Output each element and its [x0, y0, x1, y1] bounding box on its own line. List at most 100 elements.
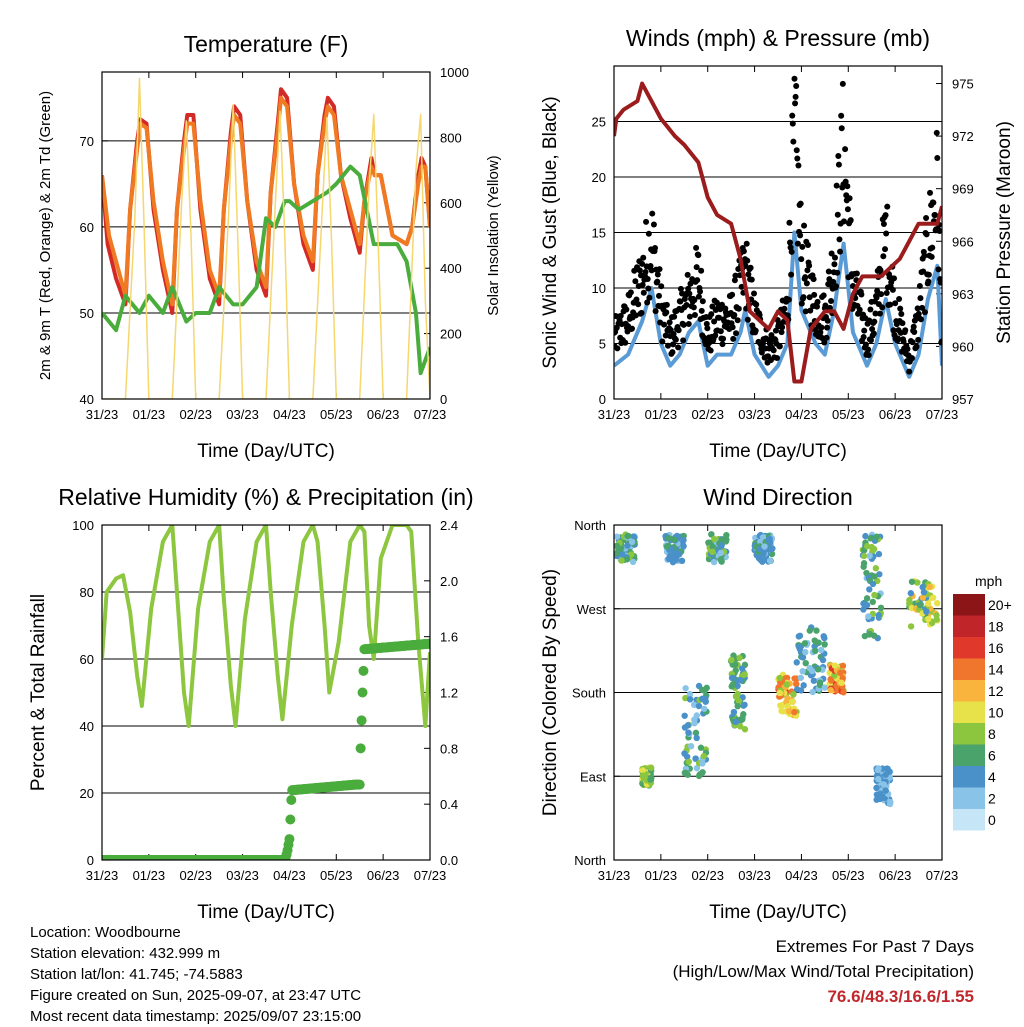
direction-point	[800, 682, 807, 689]
winds-series-gust-point	[879, 304, 886, 311]
winds-series-gust-point	[628, 325, 635, 332]
winds-series-gust-point	[747, 264, 754, 271]
winds-series-gust-point	[834, 269, 841, 276]
winds-series-gust-point	[865, 352, 872, 359]
direction-point	[866, 630, 873, 638]
winds-series-gust-point	[642, 269, 649, 276]
direction-point	[741, 726, 749, 733]
direction-point	[718, 542, 725, 549]
direction-point	[680, 536, 687, 544]
direction-point	[801, 640, 809, 647]
winds-series-gust-point	[891, 275, 898, 282]
winds-series-gust-point	[925, 271, 932, 278]
winds-series-gust-point	[733, 330, 740, 337]
winds-series-gust-point	[652, 245, 659, 252]
direction-point	[687, 743, 695, 750]
direction-point	[680, 542, 687, 550]
direction-point	[791, 675, 798, 682]
direction-point	[700, 752, 707, 760]
direction-point	[682, 685, 689, 692]
direction-point	[618, 557, 625, 564]
legend-swatch	[953, 809, 985, 831]
direction-ytick-label: South	[572, 686, 606, 701]
direction-point	[863, 543, 871, 550]
winds-series-gust-point	[719, 341, 726, 348]
direction-point	[647, 764, 655, 771]
winds-series-gust-point	[638, 309, 645, 316]
winds-series-gust-point	[694, 277, 701, 284]
winds-series-gust-point	[656, 266, 663, 273]
winds-series-gust-point	[871, 318, 878, 325]
winds-series-gust-point	[923, 231, 930, 238]
extremes-title: Extremes For Past 7 Days	[775, 937, 974, 956]
direction-point	[886, 800, 894, 808]
winds-series-gust-point	[867, 337, 874, 344]
direction-point	[866, 586, 873, 593]
winds-series-gust-point	[793, 147, 800, 154]
winds-series-gust-point	[798, 256, 805, 263]
humidity-series-total-rainfall-point	[425, 638, 430, 649]
winds-series-gust-point	[889, 286, 896, 293]
direction-point	[871, 573, 878, 580]
winds-series-gust-point	[919, 304, 926, 311]
winds-series-gust-point	[770, 347, 777, 354]
direction-point	[665, 555, 673, 563]
legend-label: 6	[988, 748, 996, 764]
winds-series-gust-point	[698, 267, 705, 274]
winds-series-gust-point	[703, 320, 710, 327]
humidity-ytick-right-label: 2.0	[440, 574, 458, 589]
winds-series-gust-point	[669, 349, 676, 356]
direction-point	[708, 531, 715, 538]
direction-xtick-label: 01/23	[645, 868, 678, 883]
humidity-title: Relative Humidity (%) & Precipitation (i…	[58, 484, 473, 510]
winds-series-gust-point	[685, 321, 692, 328]
winds-series-gust-point	[691, 311, 698, 318]
winds-series-gust-point	[828, 250, 835, 257]
direction-point	[827, 677, 835, 684]
humidity-ytick-right-label: 2.4	[440, 518, 458, 533]
winds-series-gust-point	[870, 330, 877, 337]
winds-series-gust-point	[644, 275, 651, 282]
direction-xtick-label: 02/23	[691, 868, 724, 883]
winds-series-gust-point	[820, 292, 827, 299]
direction-point	[756, 545, 763, 553]
winds-series-gust-point	[786, 239, 793, 246]
direction-point	[624, 532, 631, 540]
winds-series-gust-point	[716, 314, 723, 321]
winds-series-gust-point	[792, 100, 799, 107]
direction-point	[728, 674, 736, 682]
winds-series-gust-point	[835, 161, 842, 168]
temperature-ytick-right-label: 1000	[440, 65, 469, 80]
winds-series-gust-point	[686, 290, 693, 297]
winds-series-gust-point	[911, 329, 918, 336]
direction-point	[786, 708, 793, 715]
direction-title: Wind Direction	[703, 484, 853, 510]
winds-series-station-pressure-line	[614, 81, 942, 384]
direction-xlabel: Time (Day/UTC)	[709, 902, 847, 923]
winds-series-gust-point	[876, 310, 883, 317]
direction-point	[623, 556, 631, 563]
winds-series-sonic-wind-line	[614, 230, 942, 379]
winds-series-gust-point	[921, 252, 928, 259]
winds-series-gust-point	[915, 310, 922, 317]
winds-series-gust-point	[776, 343, 783, 350]
temperature-frame	[101, 71, 431, 400]
direction-point	[711, 535, 718, 543]
direction-point	[629, 558, 637, 566]
winds-series-gust-point	[662, 332, 669, 339]
winds-series-gust-point	[792, 93, 799, 100]
direction-point	[839, 662, 847, 670]
winds-series-gust-point	[655, 292, 662, 299]
direction-point	[837, 669, 844, 676]
humidity-series-total-rainfall-point	[285, 814, 296, 825]
winds-series-gust-point	[860, 334, 867, 341]
winds-ytick-right-label: 957	[952, 392, 974, 407]
direction-point	[732, 718, 740, 726]
winds-series-gust-point	[929, 244, 936, 251]
humidity-chart: Relative Humidity (%) & Precipitation (i…	[28, 484, 474, 923]
winds-series-gust-point	[910, 323, 917, 330]
direction-point	[925, 600, 932, 607]
winds-series-gust-point	[617, 312, 624, 319]
winds-series-gust-point	[711, 318, 718, 325]
winds-series-gust-point	[873, 294, 880, 301]
